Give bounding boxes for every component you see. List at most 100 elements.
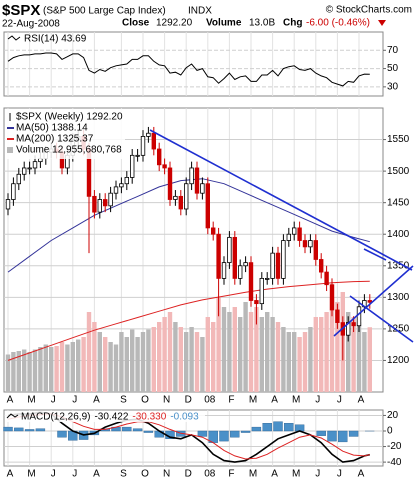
histogram-bar bbox=[316, 430, 326, 436]
volume-bar bbox=[302, 332, 308, 392]
volume-bar bbox=[275, 322, 281, 392]
volume-bar bbox=[49, 347, 54, 392]
y-tick-label: 70 bbox=[387, 45, 399, 56]
histogram-bar bbox=[122, 426, 132, 432]
volume-bar bbox=[113, 344, 119, 392]
y-tick-label: 1400 bbox=[387, 229, 410, 240]
x-tick-label: S bbox=[120, 395, 127, 406]
symbol: $SPX bbox=[2, 2, 40, 19]
y-tick-label: 20 bbox=[387, 410, 399, 421]
candle-body bbox=[162, 164, 167, 169]
legend-label: -0.093 bbox=[170, 412, 199, 423]
histogram-bar bbox=[132, 428, 143, 432]
volume-bar bbox=[167, 312, 173, 392]
volume-bar bbox=[124, 337, 129, 392]
volume-bar bbox=[286, 332, 291, 392]
x-tick-label: S bbox=[120, 469, 127, 480]
x-tick-label: O bbox=[141, 469, 149, 480]
candle-body bbox=[237, 265, 243, 279]
close-label: Close bbox=[122, 18, 150, 29]
candle-body bbox=[313, 240, 318, 260]
x-tick-label: M bbox=[292, 469, 300, 480]
histogram-bar bbox=[327, 430, 337, 442]
volume-bar bbox=[254, 307, 259, 392]
volume-bar bbox=[243, 302, 248, 392]
volume-value: 13.0B bbox=[249, 18, 275, 29]
down-arrow bbox=[378, 20, 386, 26]
histogram-bar bbox=[219, 430, 229, 442]
histogram-bar bbox=[251, 426, 262, 432]
candle-body bbox=[189, 167, 194, 185]
histogram-bar bbox=[143, 430, 154, 433]
volume-bar bbox=[65, 344, 70, 392]
index-name: (S&P 500 Large Cap Index) bbox=[43, 6, 166, 17]
candle-body bbox=[140, 135, 146, 156]
volume-bar bbox=[367, 327, 372, 392]
volume-bar bbox=[248, 312, 254, 392]
y-tick-label: 1500 bbox=[387, 166, 410, 177]
x-tick-label: M bbox=[249, 469, 257, 480]
volume-bar bbox=[16, 351, 21, 392]
histogram-bar bbox=[240, 430, 251, 433]
volume-bar bbox=[281, 327, 286, 392]
volume-bar bbox=[297, 337, 302, 392]
trend-line bbox=[363, 248, 387, 261]
volume-bar bbox=[151, 327, 156, 392]
volume-bar bbox=[5, 354, 11, 392]
volume-bar bbox=[27, 352, 32, 392]
candle-body bbox=[286, 233, 291, 241]
legend-swatch bbox=[7, 147, 13, 153]
y-tick-label: 1550 bbox=[387, 134, 410, 145]
legend-label: MA(50) 1388.14 bbox=[16, 123, 88, 134]
candle-body bbox=[194, 167, 200, 194]
histogram-bar bbox=[262, 423, 272, 432]
candle-body bbox=[200, 183, 205, 194]
volume-bar bbox=[216, 297, 221, 392]
volume-bar bbox=[221, 307, 227, 392]
panel-title: MACD(12,26,9) bbox=[21, 412, 90, 423]
x-tick-label: A bbox=[93, 469, 100, 480]
volume-bar bbox=[140, 332, 146, 392]
volume-bar bbox=[59, 342, 65, 392]
volume-bar bbox=[194, 332, 200, 392]
moving-average bbox=[7, 280, 370, 361]
volume-bar bbox=[211, 322, 216, 392]
candle-body bbox=[243, 262, 248, 267]
candle-body bbox=[329, 284, 335, 311]
plots: 70 50 30 RSI(14) 43.69 1550 1500 1450 1400 1350 1… bbox=[3, 31, 410, 480]
candle-body bbox=[103, 199, 108, 207]
volume-bar bbox=[189, 327, 194, 392]
histogram-bar bbox=[57, 430, 67, 438]
volume-bar bbox=[76, 339, 81, 392]
x-tick-label: A bbox=[93, 395, 100, 406]
x-tick-label: N bbox=[163, 395, 170, 406]
panel bbox=[3, 31, 384, 97]
candle-body bbox=[232, 236, 237, 279]
candle-body bbox=[124, 177, 129, 185]
y-tick-label: 1300 bbox=[387, 292, 410, 303]
candle-body bbox=[281, 240, 286, 279]
candle-body bbox=[221, 262, 227, 279]
x-tick-label: O bbox=[141, 395, 149, 406]
y-tick-label: 1350 bbox=[387, 260, 410, 271]
candle-body bbox=[275, 252, 281, 279]
candle-body bbox=[32, 161, 38, 169]
candle-body bbox=[5, 199, 11, 210]
candle-body bbox=[227, 236, 232, 264]
volume-bar bbox=[178, 327, 183, 392]
candle-body bbox=[183, 183, 189, 210]
x-tick-label: M bbox=[27, 469, 35, 480]
volume-bar bbox=[86, 312, 92, 392]
x-tick-label: J bbox=[315, 469, 320, 480]
candle-body bbox=[129, 154, 135, 178]
histogram-bar bbox=[3, 426, 13, 432]
histogram-bar bbox=[338, 430, 348, 443]
legend-label: -30.330 bbox=[132, 412, 166, 423]
histogram-bar bbox=[35, 428, 46, 432]
histogram-bar bbox=[294, 424, 305, 432]
candle-body bbox=[92, 195, 97, 213]
x-tick-label: 08 bbox=[204, 395, 216, 406]
volume-bar bbox=[38, 347, 43, 392]
legend-box bbox=[5, 109, 125, 159]
volume-bar bbox=[70, 342, 75, 392]
